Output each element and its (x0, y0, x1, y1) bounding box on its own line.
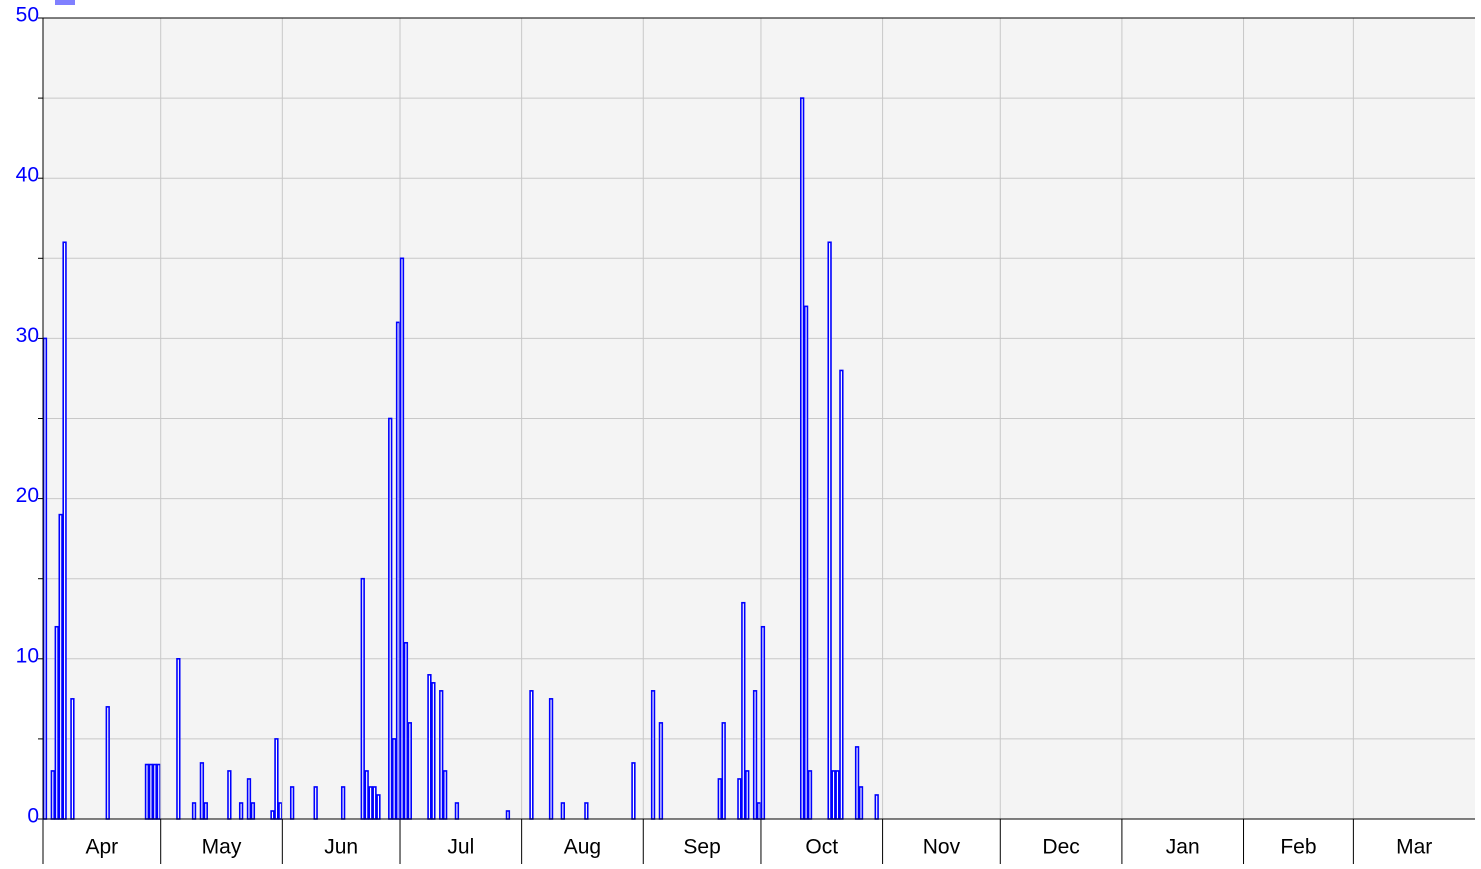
bar (388, 417, 393, 820)
x-tick-label: Jan (1166, 836, 1200, 859)
bar (505, 810, 511, 820)
bar (874, 794, 879, 820)
bar (803, 305, 809, 820)
bar (274, 738, 279, 820)
bar (368, 786, 373, 820)
bar (246, 778, 252, 820)
bar (442, 770, 448, 820)
bar (395, 321, 401, 820)
x-tick-label: Aug (564, 836, 601, 859)
y-tick-label: 10 (16, 644, 39, 667)
bar (407, 722, 412, 820)
x-tick-label: May (202, 836, 242, 859)
y-tick-label: 30 (16, 324, 39, 347)
bar (745, 770, 750, 820)
x-tick-label: Feb (1280, 836, 1316, 859)
y-tick-label: 20 (16, 484, 39, 507)
bar (831, 770, 836, 820)
bar (144, 763, 150, 820)
bar (631, 762, 636, 820)
bar (58, 513, 63, 820)
bar (360, 577, 365, 820)
bar (439, 690, 444, 820)
bar (191, 802, 197, 820)
bar (721, 722, 726, 820)
bar (313, 786, 318, 820)
bar (835, 770, 840, 820)
bar (54, 625, 59, 820)
bar (737, 778, 742, 820)
bar (454, 802, 460, 820)
bar (650, 690, 656, 820)
bar (70, 698, 75, 820)
bar (858, 786, 864, 820)
bar (717, 778, 722, 820)
bar (854, 746, 860, 820)
bar (529, 690, 534, 820)
bar (658, 722, 664, 820)
bar (227, 770, 232, 820)
bar (548, 698, 554, 820)
bar (340, 786, 346, 820)
x-tick-label: Jul (447, 836, 474, 859)
bar (799, 97, 805, 820)
bar (156, 763, 161, 820)
y-tick-label: 0 (27, 805, 39, 828)
bar (431, 682, 436, 820)
bar (584, 802, 589, 820)
bar (839, 369, 844, 820)
x-tick-label: Dec (1042, 836, 1079, 859)
bar (105, 706, 110, 820)
bar (62, 241, 67, 820)
bar (760, 625, 766, 820)
y-tick-label: 50 (16, 4, 39, 27)
bar (199, 762, 205, 820)
x-tick-label: Apr (86, 836, 119, 859)
bar (827, 241, 832, 820)
bar (148, 763, 154, 820)
x-tick-label: Oct (805, 836, 838, 859)
bar (278, 802, 283, 820)
y-tick-label: 40 (16, 164, 39, 187)
bar (42, 337, 48, 820)
bar (403, 641, 409, 820)
bar (741, 601, 746, 820)
legend-marker (55, 0, 75, 5)
bar (50, 770, 55, 820)
bar (399, 257, 405, 820)
bar (364, 770, 369, 820)
bar (176, 657, 181, 820)
bar (238, 802, 244, 820)
bar (376, 794, 381, 820)
bar (203, 802, 208, 820)
bar (289, 786, 295, 820)
x-tick-label: Mar (1396, 836, 1432, 859)
x-tick-label: Nov (923, 836, 961, 859)
bar (427, 674, 432, 820)
bar (372, 786, 377, 820)
bar (391, 738, 397, 820)
x-tick-label: Sep (683, 836, 720, 859)
bar (752, 690, 758, 820)
bar (250, 802, 256, 820)
x-tick-label: Jun (324, 836, 358, 859)
bar (807, 770, 813, 820)
bar (756, 802, 762, 820)
bar (152, 763, 157, 820)
bar (560, 802, 565, 820)
bar (270, 810, 275, 820)
